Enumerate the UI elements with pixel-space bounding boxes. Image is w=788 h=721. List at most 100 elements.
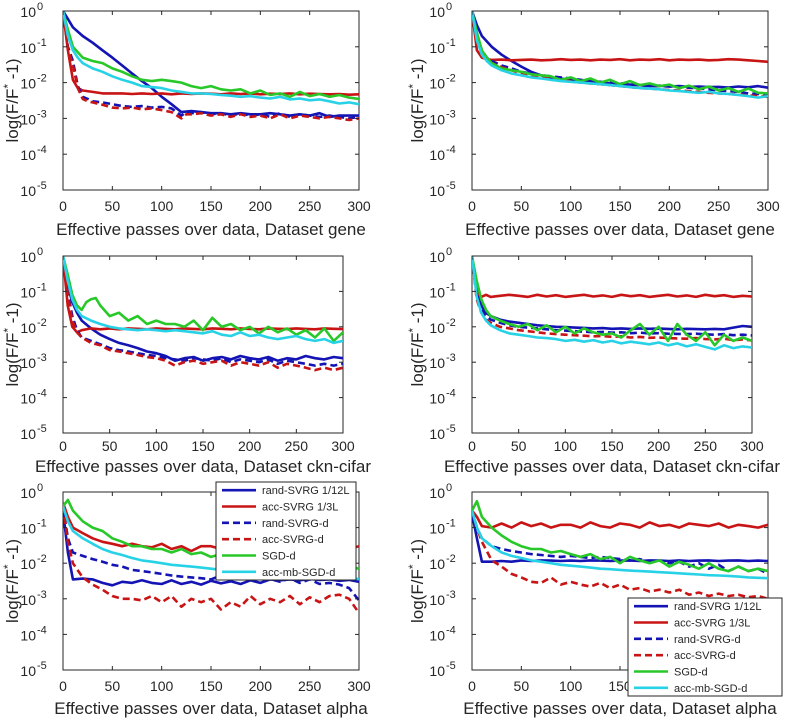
x-tick-label: 250	[694, 438, 718, 454]
x-tick-label: 0	[59, 438, 67, 454]
x-tick-label: 200	[647, 438, 671, 454]
y-tick-exponent: 0	[446, 246, 452, 258]
y-tick-exponent: -4	[37, 144, 47, 156]
y-tick-label: 10	[429, 663, 445, 679]
x-axis-label: Effective passes over data, Dataset alph…	[463, 699, 777, 718]
x-axis-label: Effective passes over data, Dataset gene	[56, 220, 366, 239]
series-line-rand-svrg-1-12l	[63, 256, 343, 363]
y-tick-exponent: -5	[37, 423, 47, 435]
y-tick-label: 10	[20, 355, 36, 371]
x-tick-label: 0	[59, 678, 67, 694]
series-line-acc-mb-sgd-d	[63, 256, 343, 345]
y-tick-label: 10	[429, 284, 445, 300]
series-line-acc-mb-sgd-d	[472, 11, 768, 99]
y-tick-exponent: -4	[446, 388, 456, 400]
legend-entry: acc-SVRG-d	[674, 650, 736, 662]
x-tick-label: 200	[238, 438, 262, 454]
series-line-rand-svrg-1-12l	[472, 256, 752, 331]
x-tick-label: 150	[199, 678, 223, 694]
y-tick-label: 10	[20, 426, 36, 442]
series-line-acc-svrg-d	[63, 11, 359, 122]
legend-entry: rand-SVRG 1/12L	[262, 485, 349, 497]
y-tick-label: 10	[20, 391, 36, 407]
series-line-rand-svrg-d	[63, 256, 343, 367]
x-axis-label: Effective passes over data, Dataset ckn-…	[35, 457, 371, 476]
y-tick-exponent: -3	[37, 108, 47, 120]
y-tick-exponent: -1	[37, 281, 47, 293]
x-tick-label: 300	[347, 678, 371, 694]
y-axis-label: log(F/F* -1)	[1, 302, 22, 386]
y-tick-label: 10	[429, 147, 445, 163]
y-tick-exponent: -2	[37, 553, 47, 565]
x-tick-label: 250	[285, 438, 309, 454]
y-tick-label: 10	[20, 284, 36, 300]
y-tick-label: 10	[20, 320, 36, 336]
series-line-acc-svrg-d	[472, 510, 768, 601]
y-tick-exponent: -5	[37, 180, 47, 192]
x-tick-label: 100	[559, 678, 583, 694]
y-tick-label: 10	[429, 355, 445, 371]
x-tick-label: 100	[554, 438, 578, 454]
y-tick-exponent: 0	[446, 482, 452, 494]
y-tick-label: 10	[429, 426, 445, 442]
y-tick-exponent: -4	[37, 388, 47, 400]
y-tick-exponent: -1	[37, 518, 47, 530]
x-tick-label: 0	[59, 198, 67, 214]
y-axis-label: log(F/F* -1)	[406, 302, 427, 386]
y-tick-label: 10	[429, 391, 445, 407]
y-tick-exponent: -5	[446, 180, 456, 192]
series-line-acc-svrg-d	[63, 506, 359, 614]
legend-entry: rand-SVRG-d	[674, 634, 741, 646]
x-tick-label: 100	[145, 438, 169, 454]
y-tick-label: 10	[429, 76, 445, 92]
y-tick-exponent: -1	[446, 37, 456, 49]
y-tick-exponent: -4	[37, 624, 47, 636]
axes-frame	[471, 10, 769, 191]
y-tick-label: 10	[20, 592, 36, 608]
legend-entry: SGD-d	[262, 551, 296, 563]
x-tick-label: 0	[468, 438, 476, 454]
y-tick-exponent: -3	[37, 589, 47, 601]
y-tick-label: 10	[429, 111, 445, 127]
y-axis-label: log(F/F* -1)	[406, 58, 427, 142]
y-tick-label: 10	[20, 40, 36, 56]
series-line-sgd-d	[63, 256, 343, 343]
y-tick-label: 10	[429, 40, 445, 56]
series-line-acc-svrg-1-3l	[472, 256, 752, 299]
y-tick-label: 10	[429, 485, 445, 501]
x-tick-label: 50	[105, 678, 121, 694]
legend-entry: SGD-d	[674, 667, 708, 679]
x-tick-label: 200	[658, 198, 682, 214]
y-tick-label: 10	[20, 249, 36, 265]
y-tick-label: 10	[429, 4, 445, 20]
y-axis-label: log(F/F* -1)	[406, 539, 427, 623]
axes-frame	[471, 255, 753, 434]
y-tick-exponent: -3	[446, 108, 456, 120]
y-tick-label: 10	[429, 556, 445, 572]
x-tick-label: 150	[608, 678, 632, 694]
y-axis-label: log(F/F* -1)	[1, 539, 22, 623]
x-axis-label: Effective passes over data, Dataset gene	[465, 220, 775, 239]
x-tick-label: 150	[600, 438, 624, 454]
x-tick-label: 250	[298, 678, 322, 694]
x-axis-label: Effective passes over data, Dataset ckn-…	[444, 457, 780, 476]
legend-box	[215, 481, 357, 581]
y-tick-label: 10	[20, 4, 36, 20]
x-tick-label: 150	[191, 438, 215, 454]
legend-entry: rand-SVRG 1/12L	[674, 601, 761, 613]
x-tick-label: 100	[150, 678, 174, 694]
x-tick-label: 100	[559, 198, 583, 214]
y-tick-exponent: -2	[446, 553, 456, 565]
series-line-sgd-d	[63, 11, 359, 101]
y-tick-label: 10	[20, 521, 36, 537]
x-tick-label: 200	[249, 198, 273, 214]
y-tick-label: 10	[20, 147, 36, 163]
legend-entry: acc-SVRG-d	[262, 534, 324, 546]
y-tick-exponent: -1	[37, 37, 47, 49]
series-line-acc-svrg-d	[63, 256, 343, 372]
y-tick-exponent: -1	[446, 281, 456, 293]
x-tick-label: 250	[707, 198, 731, 214]
